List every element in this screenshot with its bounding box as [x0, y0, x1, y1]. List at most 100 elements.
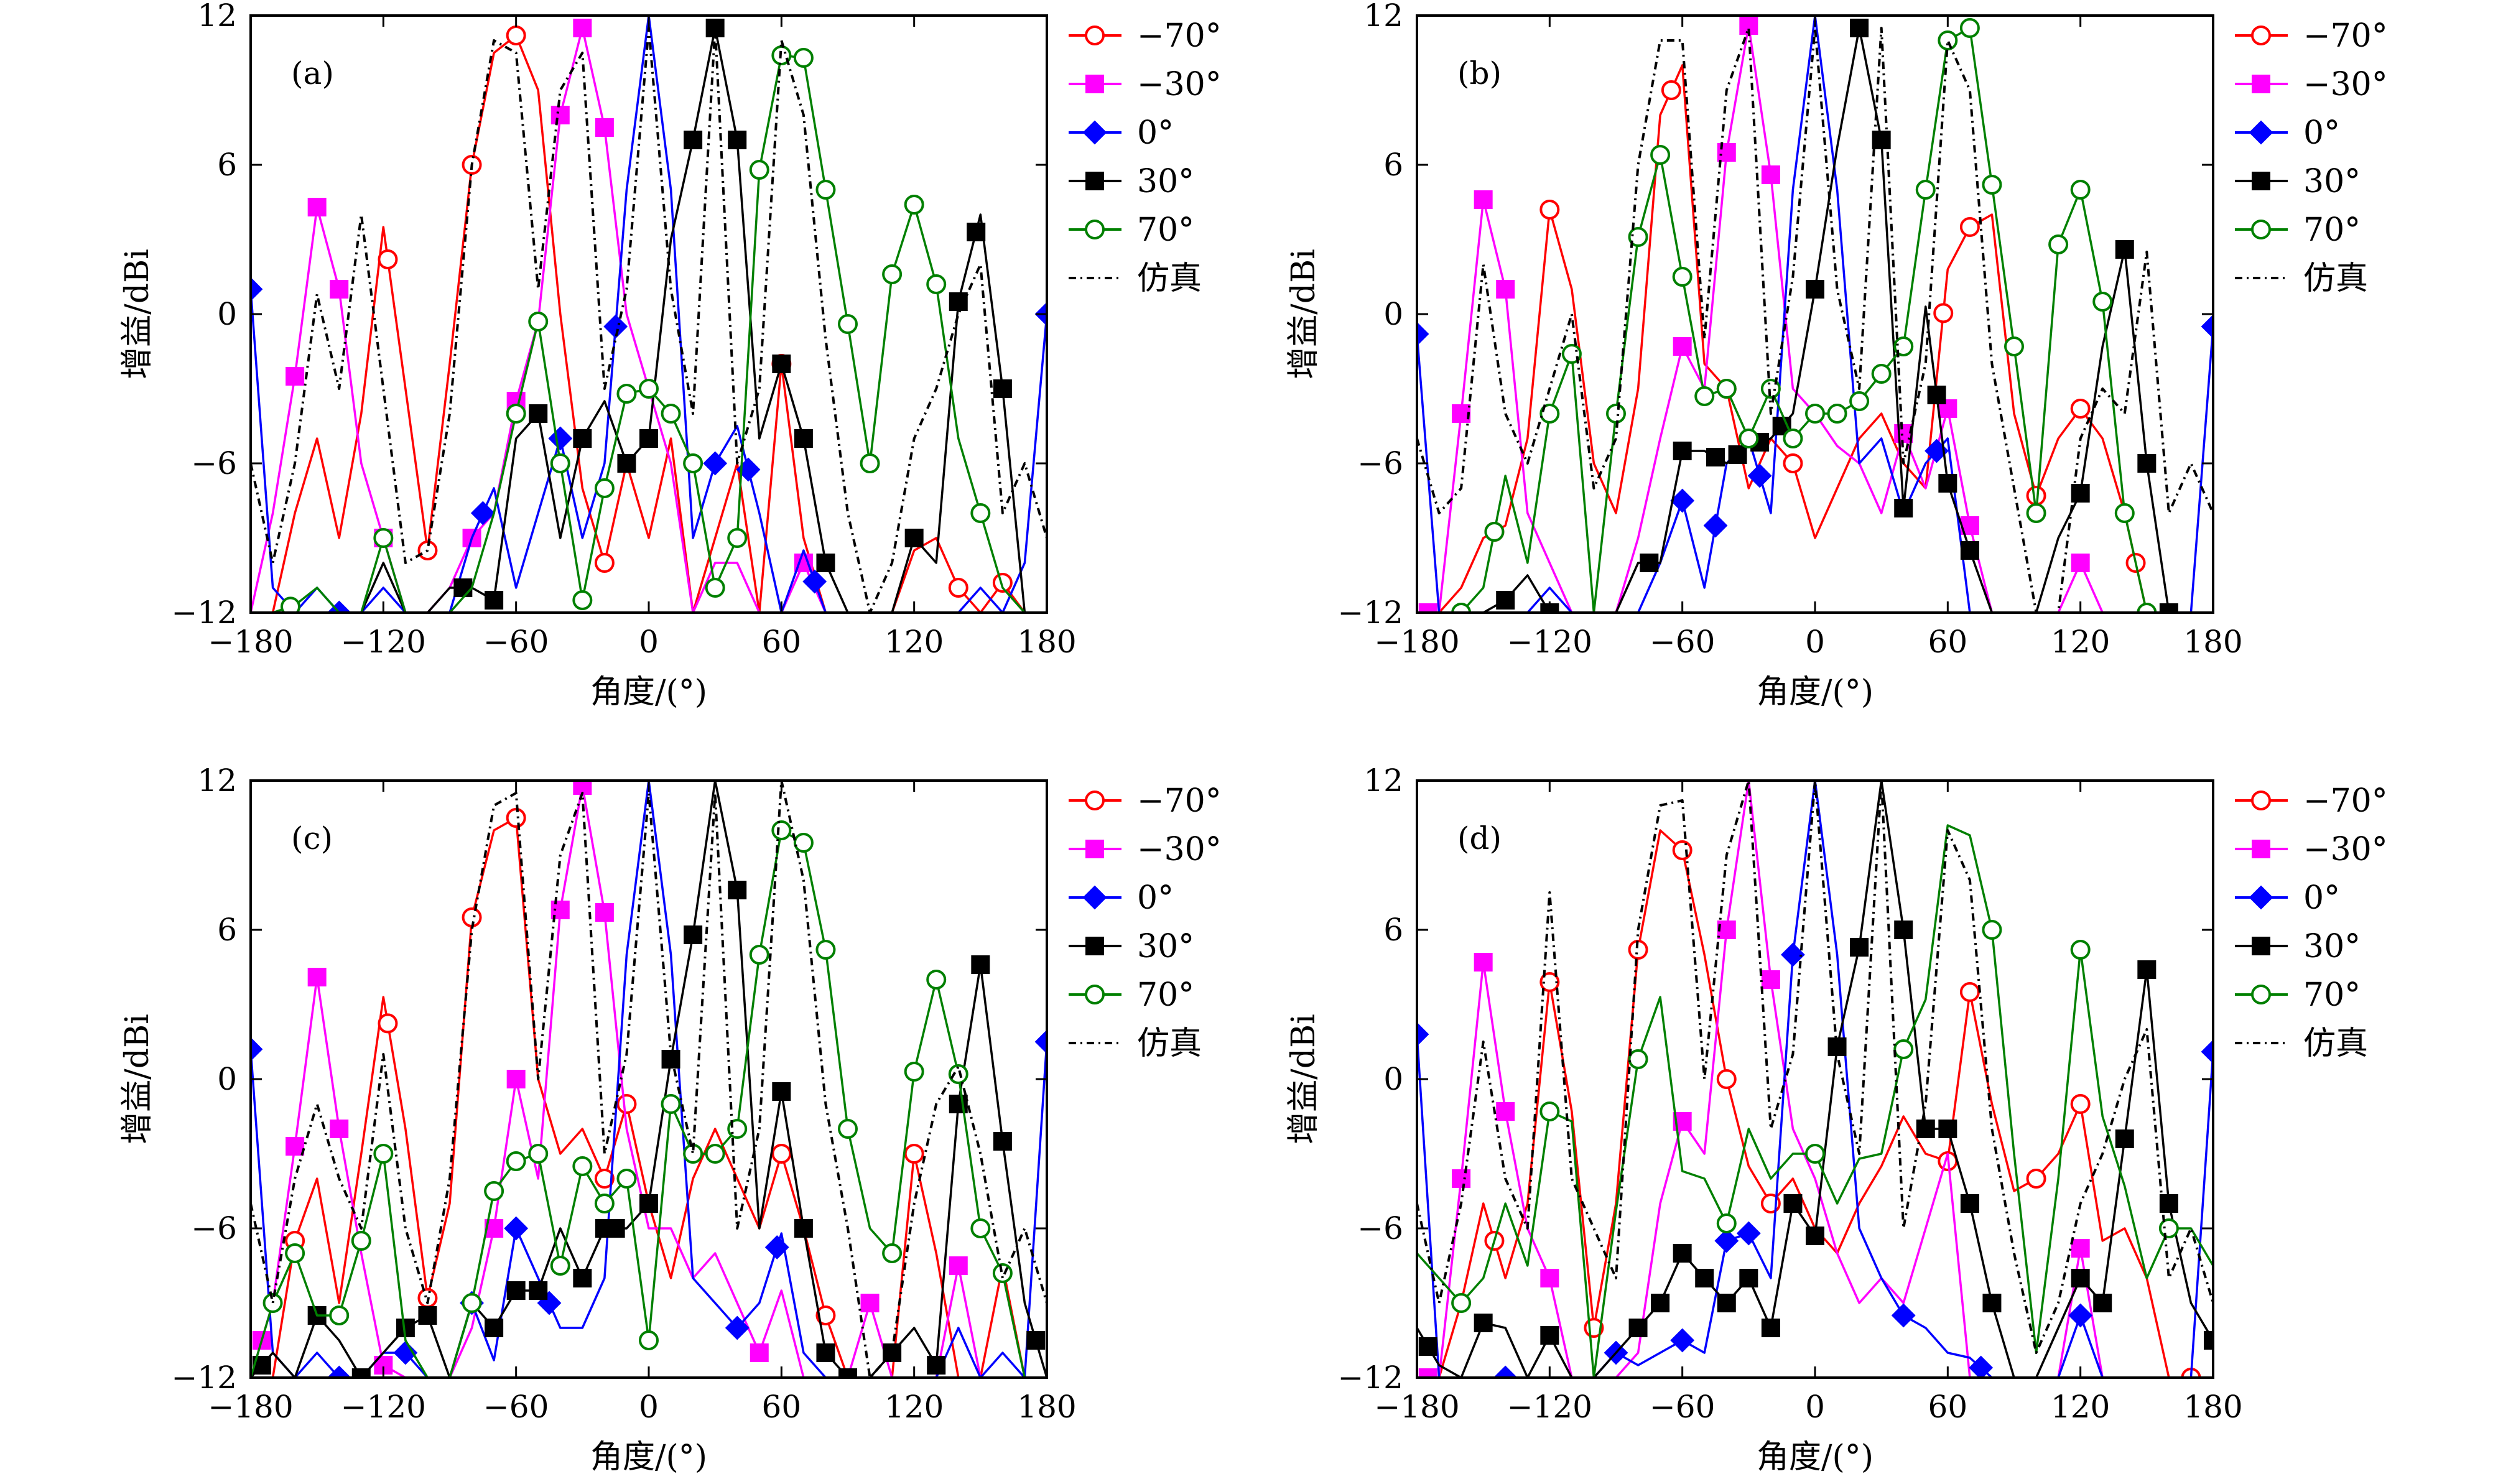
- legend-label: 70°: [2303, 976, 2361, 1014]
- x-tick-label: 180: [1017, 624, 1076, 660]
- data-marker: [1805, 1144, 1825, 1164]
- data-marker: [2204, 1331, 2213, 1350]
- data-marker: [2070, 180, 2091, 200]
- data-marker: [1739, 1269, 1758, 1287]
- data-marker: [1893, 1039, 1914, 1059]
- data-marker: [703, 451, 728, 476]
- legend-marker: [2251, 26, 2271, 45]
- x-axis-title: 角度/(°): [590, 674, 707, 711]
- legend-label: −70°: [2303, 17, 2388, 55]
- legend-marker: [2252, 75, 2270, 93]
- data-marker: [1628, 1319, 1648, 1337]
- data-marker: [529, 404, 548, 423]
- data-marker: [616, 384, 637, 404]
- data-marker: [1694, 386, 1715, 406]
- data-marker: [1739, 429, 1759, 448]
- legend-label: 0°: [2303, 114, 2340, 152]
- data-marker: [992, 1263, 1013, 1283]
- x-tick-label: 180: [2183, 1389, 2242, 1425]
- data-marker: [1640, 554, 1659, 572]
- x-tick-label: 60: [762, 1389, 802, 1425]
- data-marker: [904, 529, 924, 547]
- data-marker: [949, 1256, 968, 1275]
- data-marker: [1960, 541, 1979, 560]
- data-marker: [684, 131, 703, 149]
- legend-marker: [1085, 75, 1104, 93]
- data-marker: [504, 1216, 529, 1241]
- plot-frame: [249, 779, 1048, 1379]
- x-tick-label: −60: [483, 624, 549, 660]
- data-marker: [728, 881, 747, 899]
- data-marker: [1960, 1194, 1979, 1213]
- y-tick-label: 12: [1363, 763, 1403, 799]
- data-marker: [251, 1037, 263, 1062]
- series-line: [251, 784, 1047, 1378]
- data-marker: [764, 1235, 789, 1259]
- data-marker: [528, 312, 549, 332]
- legend-marker: [1085, 26, 1105, 45]
- data-marker: [1670, 1328, 1695, 1353]
- data-marker: [573, 19, 592, 37]
- legend-marker: [1085, 937, 1104, 955]
- plot-frame: [1416, 14, 2214, 614]
- data-marker: [572, 1156, 593, 1176]
- data-marker: [882, 1243, 903, 1263]
- panel-label: (d): [1457, 820, 1502, 856]
- data-marker: [1496, 591, 1515, 610]
- x-tick-label: 60: [1928, 624, 1968, 660]
- x-axis-title: 角度/(°): [1757, 1439, 1874, 1476]
- data-marker: [1451, 603, 1472, 613]
- data-marker: [1484, 522, 1505, 542]
- data-marker: [548, 426, 573, 451]
- data-marker: [373, 1144, 394, 1164]
- y-axis-title: 增益/dBi: [1285, 249, 1322, 379]
- legend-marker: [1085, 985, 1105, 1004]
- y-tick-label: −12: [171, 595, 237, 631]
- data-marker: [351, 1231, 371, 1251]
- data-marker: [1805, 404, 1825, 424]
- legend-marker: [1085, 840, 1104, 858]
- data-marker: [948, 1064, 968, 1084]
- data-marker: [860, 1294, 880, 1312]
- x-tick-label: −180: [208, 624, 293, 660]
- data-marker: [815, 1305, 836, 1325]
- legend-marker: [2251, 985, 2271, 1004]
- legend-label: 30°: [2303, 163, 2361, 200]
- data-marker: [327, 600, 351, 613]
- data-marker: [1628, 1049, 1648, 1069]
- legend: −70° −30° 0° 30° 70° 仿真: [2235, 17, 2388, 297]
- data-marker: [926, 970, 947, 990]
- legend-label: 70°: [1137, 976, 1194, 1014]
- data-marker: [2026, 1169, 2046, 1189]
- data-marker: [816, 1343, 835, 1362]
- data-marker: [1716, 379, 1737, 399]
- data-marker: [725, 1315, 750, 1340]
- data-marker: [1452, 1169, 1471, 1188]
- data-marker: [1781, 942, 1805, 967]
- data-marker: [661, 1094, 681, 1114]
- data-marker: [1650, 145, 1671, 165]
- legend-label: −70°: [2303, 782, 2388, 820]
- data-marker: [793, 833, 814, 853]
- data-marker: [1714, 1228, 1739, 1253]
- x-tick-label: 60: [762, 624, 802, 660]
- data-marker: [727, 528, 748, 548]
- data-marker: [639, 429, 658, 448]
- data-marker: [1894, 921, 1913, 939]
- data-marker: [485, 1219, 504, 1238]
- data-marker: [815, 180, 836, 200]
- series-line: [251, 27, 1047, 613]
- legend-marker: [1085, 220, 1105, 239]
- data-marker: [860, 453, 880, 473]
- legend-marker: [2249, 885, 2273, 910]
- data-marker: [393, 1340, 418, 1365]
- legend: −70° −30° 0° 30° 70° 仿真: [1069, 17, 1222, 297]
- data-marker: [749, 945, 769, 965]
- data-marker: [771, 1144, 792, 1164]
- data-marker: [595, 903, 614, 922]
- data-marker: [2071, 1239, 2090, 1258]
- y-tick-label: −12: [1337, 595, 1403, 631]
- data-marker: [2114, 503, 2135, 523]
- data-marker: [2115, 240, 2134, 259]
